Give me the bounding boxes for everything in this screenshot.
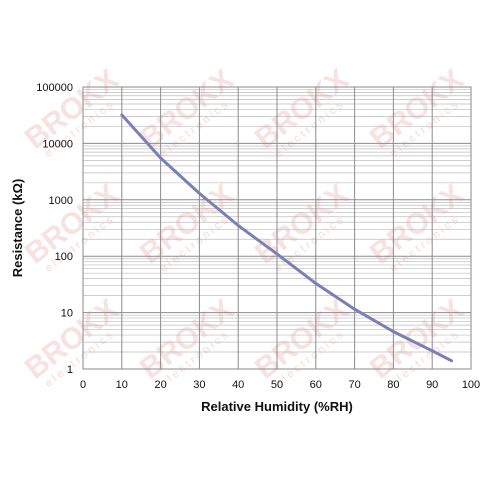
plot-frame	[82, 86, 472, 370]
x-tick-label: 50	[271, 379, 283, 391]
x-tick-label: 70	[348, 379, 360, 391]
x-tick-labels: 0 10 20 30 40 50 60 70 80 90 100	[80, 379, 480, 391]
x-tick-label: 10	[116, 379, 128, 391]
y-tick-label: 1	[67, 364, 73, 376]
x-tick-label: 40	[232, 379, 244, 391]
x-tick-label: 0	[80, 379, 86, 391]
x-tick-label: 60	[310, 379, 322, 391]
x-tick-label: 90	[426, 379, 438, 391]
x-tick-label: 20	[154, 379, 166, 391]
x-axis-title: Relative Humidity (%RH)	[201, 399, 353, 414]
series-layer	[120, 113, 454, 363]
y-tick-label: 1000	[49, 195, 73, 207]
y-tick-label: 10	[61, 308, 73, 320]
y-tick-label: 10000	[42, 138, 73, 150]
grid	[82, 86, 472, 370]
y-tick-labels: 1 10 100 1000 10000 100000	[36, 82, 73, 376]
x-tick-label: 80	[387, 379, 399, 391]
y-tick-label: 100000	[36, 82, 73, 94]
y-axis-title: Resistance (kΩ)	[10, 179, 25, 278]
x-tick-label: 100	[462, 379, 480, 391]
y-tick-label: 100	[55, 251, 73, 263]
x-tick-label: 30	[193, 379, 205, 391]
series-line	[120, 113, 454, 363]
